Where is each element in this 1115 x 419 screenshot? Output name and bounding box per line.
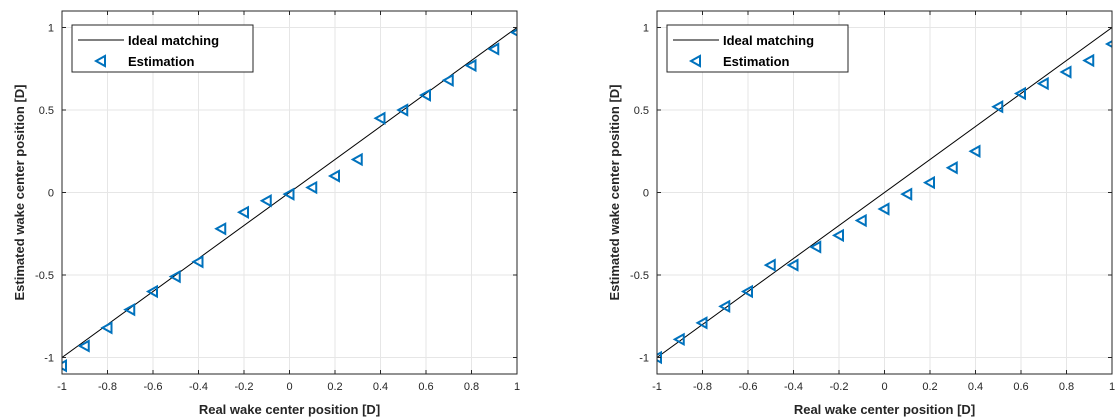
estimation-marker (695, 316, 708, 330)
y-tick-label: -0.5 (35, 270, 54, 282)
x-tick-label: -0.6 (739, 381, 758, 393)
y-axis-label: Estimated wake center position [D] (607, 85, 622, 301)
estimation-marker (327, 169, 340, 183)
legend-entry-label: Estimation (723, 54, 790, 69)
y-tick-label: 0.5 (634, 105, 649, 117)
ideal-matching-line (657, 27, 1112, 358)
x-tick-label: -1 (57, 381, 67, 393)
estimation-marker (718, 299, 731, 314)
estimation-marker (418, 88, 431, 102)
x-axis-label: Real wake center position [D] (199, 402, 380, 417)
x-tick-label: 0.8 (464, 381, 479, 393)
estimation-marker (854, 213, 867, 228)
plot-area (62, 27, 517, 373)
estimation-marker (831, 228, 844, 243)
x-tick-label: -0.8 (98, 381, 117, 393)
x-tick-label: -0.4 (784, 381, 803, 393)
estimation-marker (1082, 53, 1095, 68)
estimation-marker (350, 152, 363, 167)
estimation-marker (77, 339, 90, 353)
legend-entry-label: Ideal matching (128, 33, 219, 48)
y-tick-label: -1 (44, 353, 54, 365)
y-tick-label: 1 (643, 23, 649, 35)
x-tick-label: 0 (286, 381, 292, 393)
x-tick-label: -0.4 (189, 381, 208, 393)
y-tick-label: -1 (639, 353, 649, 365)
estimation-marker (282, 187, 295, 201)
estimation-marker (991, 100, 1004, 114)
estimation-marker (1013, 86, 1026, 101)
legend-entry-label: Ideal matching (723, 33, 814, 48)
estimation-marker (1036, 76, 1049, 91)
estimation-marker (191, 255, 204, 269)
estimation-marker (145, 284, 158, 299)
estimation-marker (1059, 65, 1072, 79)
x-tick-label: 0.4 (968, 381, 983, 393)
estimation-marker (236, 205, 249, 219)
estimation-marker (922, 175, 935, 190)
y-tick-label: 1 (48, 23, 54, 35)
x-tick-label: 0 (881, 381, 887, 393)
estimation-marker (464, 58, 477, 73)
x-tick-label: 0.4 (373, 381, 388, 393)
x-tick-label: 1 (514, 381, 520, 393)
x-axis-label: Real wake center position [D] (794, 402, 975, 417)
estimation-marker (740, 284, 753, 299)
y-tick-label: -0.5 (630, 270, 649, 282)
estimation-marker (945, 161, 958, 175)
estimation-marker (672, 332, 685, 347)
estimation-marker (305, 180, 318, 195)
legend-marker-swatch (93, 54, 106, 68)
x-tick-label: 0.6 (418, 381, 433, 393)
estimation-marker (809, 240, 822, 254)
estimation-marker (968, 144, 981, 158)
x-tick-label: 1 (1109, 381, 1115, 393)
estimation-marker (786, 258, 799, 272)
estimation-marker (877, 202, 890, 216)
x-tick-label: 0.2 (922, 381, 937, 393)
legend: Ideal matching Estimation (666, 24, 849, 73)
x-tick-label: -0.2 (235, 381, 254, 393)
y-tick-label: 0 (48, 188, 54, 200)
x-tick-label: 0.6 (1013, 381, 1028, 393)
x-tick-label: -0.6 (144, 381, 163, 393)
x-tick-label: 0.2 (327, 381, 342, 393)
y-axis-label: Estimated wake center position [D] (12, 85, 27, 301)
legend-marker-swatch (688, 54, 701, 68)
x-tick-label: -0.2 (830, 381, 849, 393)
estimation-marker (396, 103, 409, 117)
right-plot: -1 -0.8 -0.6 -0.4 -0.2 0 0.2 0.4 0.6 0.8 1 -1 -0.5 0 0… (607, 10, 1115, 417)
legend-entry-label: Estimation (128, 54, 195, 69)
estimation-marker (487, 42, 500, 56)
x-tick-label: 0.8 (1059, 381, 1074, 393)
estimation-marker (123, 302, 136, 317)
x-tick-label: -0.8 (693, 381, 712, 393)
estimation-marker (62, 359, 67, 373)
estimation-marker (168, 269, 181, 284)
left-plot: -1 -0.8 -0.6 -0.4 -0.2 0 0.2 0.4 0.6 0.8 1 -1 -0.5 0 0… (12, 10, 520, 417)
estimation-marker (441, 73, 454, 87)
estimation-marker (900, 187, 913, 201)
legend: Ideal matching Estimation (71, 24, 254, 73)
y-tick-label: 0.5 (39, 105, 54, 117)
x-tick-label: -1 (652, 381, 662, 393)
estimation-marker (259, 194, 272, 208)
estimation-marker (373, 111, 386, 125)
estimation-marker (763, 258, 776, 272)
estimation-marker (100, 321, 113, 335)
estimation-marker (214, 222, 227, 236)
y-tick-label: 0 (643, 188, 649, 200)
